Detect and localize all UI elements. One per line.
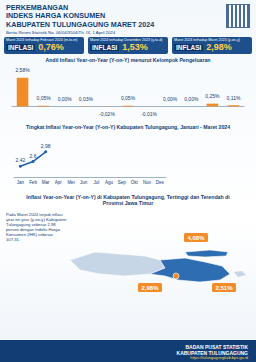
svg-text:Apr: Apr	[55, 180, 63, 185]
svg-text:4,68%: 4,68%	[187, 235, 205, 241]
html-text:Maret 2024 terhadap Maret 2023: Maret 2024 terhadap Maret 2023 (y-on-y)	[174, 38, 240, 42]
html-text:INFLASI: INFLASI	[92, 44, 118, 51]
svg-text:Agu: Agu	[105, 180, 114, 185]
html-text:Maret 2024 terhadap Februari 2: Maret 2024 terhadap Februari 2024 (m-to-…	[6, 38, 78, 42]
svg-text:2.42: 2.42	[15, 157, 25, 163]
svg-text:Feb: Feb	[29, 180, 37, 185]
svg-text:Nov: Nov	[143, 180, 152, 185]
svg-text:0,00%: 0,00%	[58, 96, 73, 102]
svg-text:Jun: Jun	[80, 180, 88, 185]
svg-text:Mar: Mar	[42, 180, 50, 185]
html-text:0,76%: 0,76%	[38, 42, 64, 52]
html-text:BADAN PUSAT STATISTIK: BADAN PUSAT STATISTIK	[185, 344, 248, 350]
svg-text:Sep: Sep	[118, 180, 127, 185]
html-text:INDEKS HARGA KONSUMEN: INDEKS HARGA KONSUMEN	[6, 11, 106, 21]
html-text:Berita Resmi Statistik No. 06/: Berita Resmi Statistik No. 06/04/3504/Th…	[6, 30, 116, 35]
html-text:INFLASI: INFLASI	[8, 44, 34, 51]
svg-text:Des: Des	[156, 180, 165, 185]
html-text:Pada Maret 2024 terjadi inflas: Pada Maret 2024 terjadi inflasi year on …	[6, 212, 67, 242]
html-text:Andil Inflasi Year-on-Year (Y-: Andil Inflasi Year-on-Year (Y-on-Y) menu…	[45, 57, 211, 63]
svg-text:-0,02%: -0,02%	[99, 111, 115, 117]
svg-text:Okt: Okt	[131, 180, 139, 185]
html-text:INFLASI: INFLASI	[176, 44, 202, 51]
html-text:Inflasi Year-on-Year (Y-on-Y): Inflasi Year-on-Year (Y-on-Y) di Kabupat…	[26, 194, 230, 206]
svg-text:2.6: 2.6	[30, 153, 37, 159]
html-text:2,98%: 2,98%	[206, 42, 232, 52]
svg-text:2.98: 2.98	[41, 143, 51, 149]
svg-text:Jan: Jan	[17, 180, 25, 185]
html-text:KABUPATEN TULUNGAGUNG: KABUPATEN TULUNGAGUNG	[176, 350, 248, 356]
html-text:https://tulungagungkab.bps.go.: https://tulungagungkab.bps.go.id	[190, 355, 248, 360]
svg-text:0,05%: 0,05%	[37, 95, 52, 101]
svg-text:0,05%: 0,05%	[121, 95, 136, 101]
html-text:KABUPATEN TULUNGAGUNG MARET 20: KABUPATEN TULUNGAGUNG MARET 2024	[6, 19, 155, 29]
svg-text:2,58%: 2,58%	[15, 67, 30, 73]
svg-text:Mei: Mei	[67, 180, 74, 185]
html-text:Maret 2024 terhadap Desember 2: Maret 2024 terhadap Desember 2023 (y-to-…	[90, 38, 163, 42]
html-text:Tingkat Inflasi Year-on-Year (: Tingkat Inflasi Year-on-Year (Y-on-Y) Ka…	[26, 124, 230, 130]
html-text:1,53%: 1,53%	[122, 42, 148, 52]
svg-text:-0,01%: -0,01%	[141, 111, 157, 117]
svg-text:0,25%: 0,25%	[205, 93, 220, 99]
svg-text:2,51%: 2,51%	[215, 285, 233, 291]
svg-text:0,03%: 0,03%	[79, 96, 94, 102]
html-text:PERKEMBANGAN: PERKEMBANGAN	[6, 3, 69, 12]
svg-text:0,11%: 0,11%	[227, 95, 241, 101]
svg-text:2,98%: 2,98%	[141, 285, 159, 291]
svg-text:0,00%: 0,00%	[184, 96, 199, 102]
svg-text:Jul: Jul	[93, 180, 99, 185]
svg-text:0,00%: 0,00%	[163, 96, 178, 102]
